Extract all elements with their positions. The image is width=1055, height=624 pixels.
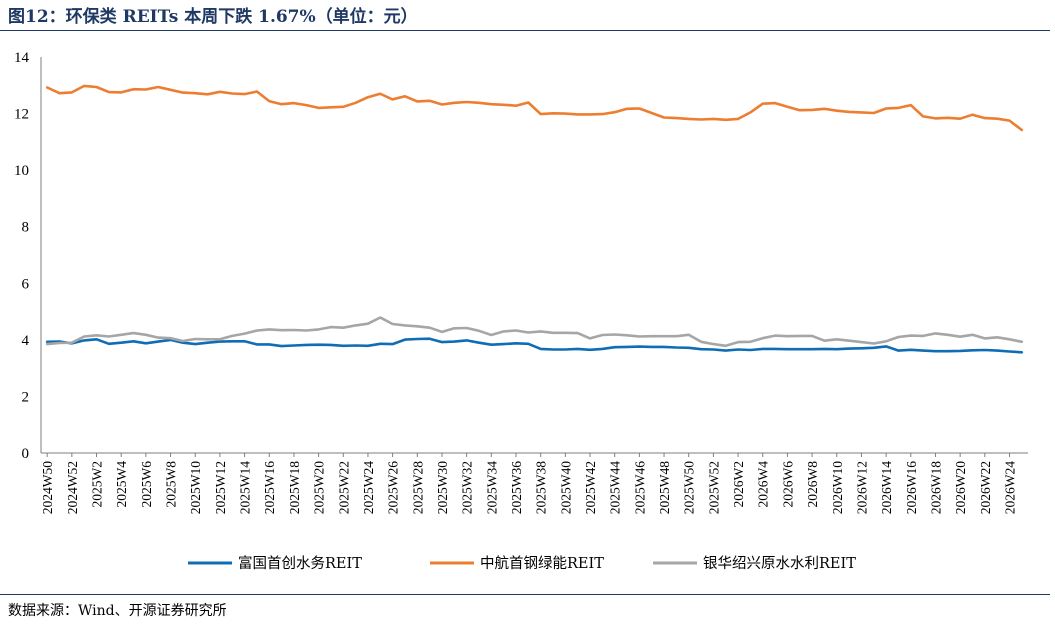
x-tick-label: 2026W10 — [830, 461, 845, 514]
x-tick-label: 2025W8 — [164, 461, 179, 508]
figure-title: 图12：环保类 REITs 本周下跌 1.67%（单位：元） — [8, 7, 418, 27]
x-tick-label: 2025W52 — [706, 461, 721, 514]
y-tick-label: 10 — [14, 163, 29, 179]
x-tick-label: 2025W2 — [90, 461, 105, 508]
x-tick-label: 2025W4 — [114, 461, 129, 508]
y-tick-label: 12 — [14, 107, 29, 123]
x-tick-label: 2026W16 — [904, 461, 919, 514]
x-tick-label: 2025W22 — [336, 461, 351, 514]
x-tick-label: 2025W30 — [435, 461, 450, 514]
series-line-2 — [45, 84, 1024, 132]
x-tick-label: 2025W14 — [238, 461, 253, 514]
x-tick-label: 2026W12 — [854, 461, 869, 514]
series-line-3 — [45, 316, 1024, 348]
source-note: 数据来源：Wind、开源证券研究所 — [8, 603, 227, 619]
x-tick-label: 2025W16 — [262, 461, 277, 514]
x-tick-label: 2025W12 — [213, 461, 228, 514]
x-tick-label: 2026W18 — [928, 461, 943, 514]
legend-label-1: 富国首创水务REIT — [238, 554, 362, 572]
x-tick-label: 2026W2 — [731, 461, 746, 508]
x-tick-label: 2026W6 — [780, 461, 795, 508]
x-tick-label: 2025W42 — [583, 461, 598, 514]
x-tick-label: 2026W20 — [953, 461, 968, 514]
x-tick-label: 2026W14 — [879, 461, 894, 514]
x-tick-label: 2026W22 — [978, 461, 993, 514]
x-tick-label: 2025W6 — [139, 461, 154, 508]
y-tick-label: 0 — [22, 446, 30, 462]
y-tick-label: 4 — [22, 333, 30, 349]
x-tick-label: 2025W32 — [460, 461, 475, 514]
x-tick-label: 2025W24 — [361, 461, 376, 514]
legend-label-3: 银华绍兴原水水利REIT — [703, 555, 856, 572]
x-tick-label: 2025W28 — [410, 461, 425, 514]
x-tick-label: 2025W44 — [608, 461, 623, 514]
source-rule — [0, 594, 1050, 595]
x-tick-label: 2025W38 — [534, 461, 549, 514]
x-tick-label: 2025W26 — [386, 461, 401, 514]
y-tick-label: 14 — [14, 50, 30, 66]
chart-legend: 富国首创水务REIT 中航首钢绿能REIT 银华绍兴原水水利REIT — [188, 554, 856, 572]
x-tick-label: 2025W18 — [287, 461, 302, 514]
y-tick-label: 2 — [22, 389, 30, 405]
x-tick-label: 2026W4 — [756, 461, 771, 508]
x-tick-label: 2025W34 — [484, 461, 499, 514]
series-line-1 — [45, 337, 1024, 354]
x-tick-label: 2025W48 — [657, 461, 672, 514]
x-tick-label: 2026W8 — [805, 461, 820, 508]
chart-axes — [40, 57, 1028, 454]
x-tick-label: 2024W50 — [40, 461, 55, 514]
title-rule — [0, 30, 1050, 31]
y-tick-label: 8 — [22, 220, 30, 236]
x-tick-label: 2025W50 — [682, 461, 697, 514]
x-tick-label: 2025W20 — [312, 461, 327, 514]
x-tick-label: 2025W40 — [558, 461, 573, 514]
x-tick-label: 2025W10 — [188, 461, 203, 514]
x-tick-label: 2025W46 — [632, 461, 647, 514]
y-axis-ticks: 0 2 4 6 8 10 12 14 — [14, 50, 30, 462]
x-tick-label: 2024W52 — [65, 461, 80, 514]
x-axis-ticks: 2024W50 2024W52 2025W2 2025W4 2025W6 2025W8 20… — [40, 453, 1017, 514]
y-tick-label: 6 — [22, 276, 30, 292]
chart-series — [45, 84, 1024, 354]
x-tick-label: 2025W36 — [509, 461, 524, 514]
legend-label-2: 中航首钢绿能REIT — [480, 555, 604, 572]
x-tick-label: 2026W24 — [1002, 461, 1017, 514]
